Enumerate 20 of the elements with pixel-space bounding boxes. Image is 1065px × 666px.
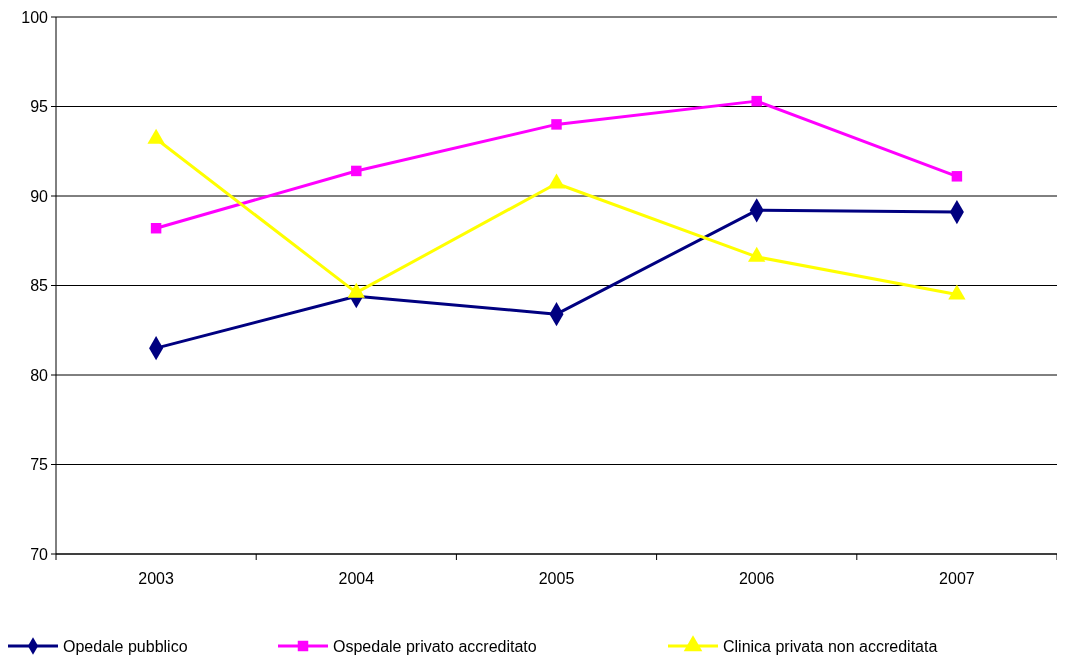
legend-label: Opedale pubblico xyxy=(63,637,188,655)
point xyxy=(351,165,362,177)
point xyxy=(951,171,963,182)
y-tick-label: 95 xyxy=(30,98,49,116)
x-tick-label: 2007 xyxy=(939,570,975,587)
x-tick-label: 2005 xyxy=(538,570,575,587)
legend-label: Clinica privata non accreditata xyxy=(723,637,938,655)
point xyxy=(751,95,762,107)
y-tick-label: 90 xyxy=(30,187,49,205)
y-tick-label: 80 xyxy=(30,366,49,384)
y-tick-label: 70 xyxy=(30,545,49,563)
y-tick-label: 75 xyxy=(30,456,49,474)
x-tick-label: 2004 xyxy=(338,570,375,587)
y-tick-label: 85 xyxy=(30,277,49,295)
point xyxy=(150,222,162,234)
legend-label: Ospedale privato accreditato xyxy=(333,637,537,655)
x-tick-label: 2006 xyxy=(738,570,775,587)
x-tick-label: 2003 xyxy=(138,570,174,587)
y-tick-label: 100 xyxy=(21,8,49,26)
point xyxy=(551,119,562,130)
